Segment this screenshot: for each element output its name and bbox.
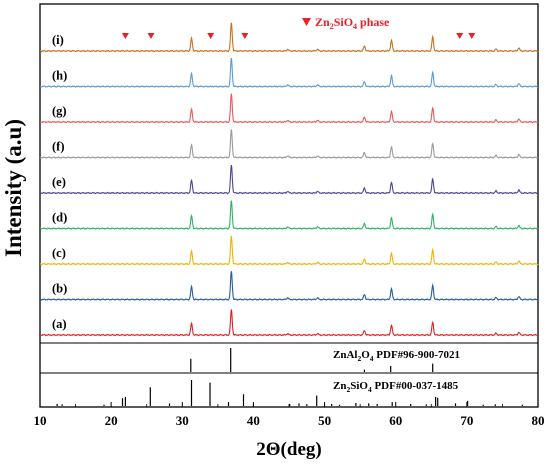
ref-label-zn2sio4: Zn2SiO4 PDF#00-037-1485 bbox=[333, 380, 459, 394]
series-line bbox=[39, 235, 539, 266]
series-a: (a) bbox=[39, 309, 539, 337]
series-h: (h) bbox=[39, 58, 539, 88]
series-label: (d) bbox=[52, 211, 67, 225]
legend: Zn2SiO4 phase bbox=[302, 15, 390, 31]
series-label: (b) bbox=[52, 282, 67, 296]
phase-marker bbox=[147, 33, 155, 39]
phase-marker bbox=[468, 33, 476, 39]
x-tick-label: 80 bbox=[532, 413, 545, 428]
series-label: (f) bbox=[52, 140, 65, 154]
series-line bbox=[39, 271, 539, 301]
series-line bbox=[39, 129, 539, 159]
x-tick-label: 30 bbox=[176, 413, 189, 428]
phase-marker bbox=[121, 33, 129, 39]
legend-label: Zn2SiO4 phase bbox=[315, 15, 390, 31]
series-line bbox=[39, 200, 539, 230]
series-label: (h) bbox=[52, 69, 67, 83]
legend-marker-icon bbox=[302, 18, 311, 26]
x-tick-label: 40 bbox=[247, 413, 260, 428]
x-tick-label: 10 bbox=[34, 413, 47, 428]
x-axis-label: 2Θ(deg) bbox=[256, 439, 321, 460]
x-tick-label: 60 bbox=[389, 413, 402, 428]
series-line bbox=[39, 58, 539, 88]
phase-marker-layer bbox=[121, 33, 476, 39]
y-axis-label: Intensity (a.u) bbox=[1, 119, 26, 257]
x-tick-label: 70 bbox=[460, 413, 473, 428]
series-line bbox=[39, 309, 539, 337]
series-i: (i) bbox=[39, 22, 539, 53]
reference-pattern-1 bbox=[190, 348, 434, 372]
x-tick-label: 20 bbox=[105, 413, 118, 428]
x-tick-label: 50 bbox=[318, 413, 331, 428]
x-axis: 10 20 30 40 50 60 70 80 bbox=[34, 402, 545, 428]
series-line bbox=[39, 22, 539, 53]
series-g: (g) bbox=[39, 93, 539, 124]
phase-marker bbox=[207, 33, 215, 39]
series-label: (c) bbox=[52, 246, 66, 260]
reference-layer bbox=[56, 348, 523, 406]
phase-marker bbox=[241, 33, 249, 39]
phase-marker bbox=[456, 33, 464, 39]
series-d: (d) bbox=[39, 200, 539, 230]
ref-label-znal2o4: ZnAl2O4 PDF#96-900-7021 bbox=[333, 349, 460, 363]
series-c: (c) bbox=[39, 235, 539, 266]
series-b: (b) bbox=[39, 271, 539, 301]
series-label: (i) bbox=[52, 33, 64, 47]
series-f: (f) bbox=[39, 129, 539, 159]
series-label: (g) bbox=[52, 104, 67, 118]
series-e: (e) bbox=[39, 165, 539, 195]
series-label: (a) bbox=[52, 317, 67, 331]
series-label: (e) bbox=[52, 175, 66, 189]
reference-pattern-2 bbox=[56, 380, 523, 406]
series-line bbox=[39, 93, 539, 124]
series-line bbox=[39, 165, 539, 195]
series-layer: (a) (b) (c) (d) (e) (f) (g) (h) (i) bbox=[39, 22, 539, 337]
plot-frame bbox=[39, 3, 539, 408]
